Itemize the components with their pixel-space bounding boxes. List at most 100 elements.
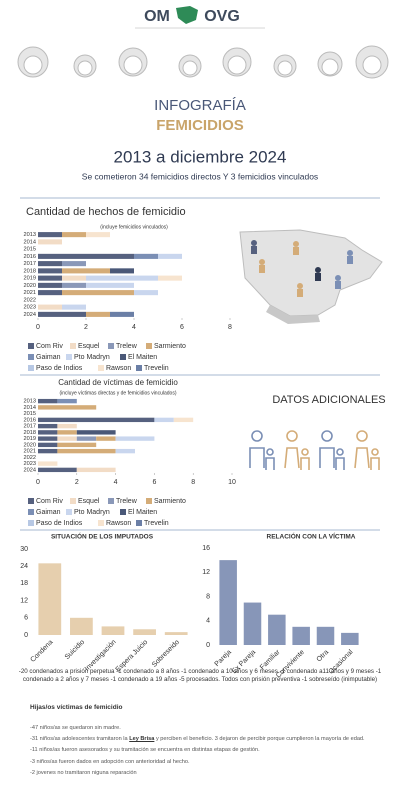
legend-swatch — [108, 343, 114, 349]
bar-segment — [76, 436, 97, 441]
bar-segment — [57, 423, 77, 429]
bar-segment — [57, 436, 77, 441]
bar-segment — [38, 261, 62, 267]
bar-segment — [38, 436, 58, 441]
x-tick-label: 0 — [36, 324, 40, 331]
period: 2013 a diciembre 2024 — [114, 147, 287, 166]
bar-segment — [57, 448, 116, 454]
legend-swatch — [66, 354, 72, 360]
chart-title: RELACIÓN CON LA VÍCTIMA — [267, 532, 356, 541]
bar-segment — [115, 448, 135, 454]
y-tick-label: 0 — [24, 632, 28, 639]
y-tick-label: 24 — [20, 563, 28, 570]
bar-segment — [110, 268, 134, 274]
law-name: Ley Brisa — [129, 736, 155, 743]
map — [239, 229, 383, 324]
legend-swatch — [136, 365, 142, 371]
summary: Se cometieron 34 femicidios directos Y 3… — [82, 171, 318, 181]
children-list: -47 niños/as se quedaron sin madre. -31 n… — [30, 724, 375, 780]
legend-label: El Maiten — [128, 354, 157, 361]
y-tick-label: 2013 — [24, 232, 36, 238]
bar — [38, 563, 62, 635]
legend-swatch — [28, 498, 34, 504]
face — [317, 51, 343, 77]
y-tick-label: 2023 — [24, 305, 36, 311]
legend-label: Pto Madryn — [74, 354, 110, 361]
bar-segment — [62, 268, 110, 274]
legend-label: Sarmiento — [154, 498, 186, 505]
y-tick-label: 30 — [20, 546, 28, 553]
bar-segment — [57, 430, 77, 435]
condenas-text: -20 condenados a prisión perpetua -1 con… — [18, 668, 382, 683]
legend-swatch — [120, 509, 126, 515]
subtitle: FEMICIDIOS — [156, 117, 244, 134]
face — [17, 46, 49, 78]
bar-segment — [38, 423, 58, 429]
bar-segment — [38, 290, 62, 296]
bar-segment — [86, 275, 158, 281]
x-tick-label: 8 — [228, 324, 232, 331]
y-tick-label: 2024 — [24, 467, 36, 473]
y-tick-label: 2022 — [24, 455, 36, 461]
y-tick-label: 2019 — [24, 276, 36, 282]
y-tick-label: 2017 — [24, 261, 36, 267]
list-text: -47 niños/as se quedaron sin madre. — [30, 725, 121, 731]
bar-segment — [76, 467, 116, 473]
bar-segment — [38, 239, 62, 245]
face — [73, 54, 97, 78]
logo-text: OM — [144, 8, 170, 25]
x-tick-label: 8 — [191, 479, 195, 486]
y-tick-label: 2014 — [24, 405, 36, 411]
legend-label: El Maiten — [128, 509, 157, 516]
bar-segment — [38, 253, 134, 259]
bar-segment — [134, 253, 158, 259]
x-tick-label: 6 — [152, 479, 156, 486]
legend-swatch — [70, 498, 76, 504]
faces — [17, 45, 389, 79]
x-tick-label: 6 — [180, 324, 184, 331]
bar-segment — [62, 282, 86, 288]
bar-segment — [38, 461, 58, 466]
bar-segment — [38, 304, 62, 310]
y-tick-label: 2016 — [24, 417, 36, 423]
bar-segment — [96, 436, 116, 441]
bar-segment — [158, 275, 182, 281]
bar-segment — [38, 448, 58, 454]
legend-swatch — [70, 343, 76, 349]
legend-label: Rawson — [106, 520, 131, 527]
section-title: Hijas/os víctimas de femicidio — [30, 704, 123, 711]
bar — [219, 560, 237, 645]
bar — [268, 614, 286, 645]
legend-swatch — [28, 520, 34, 526]
logo: OM OVG — [135, 6, 265, 29]
legend-label: Com Riv — [36, 343, 63, 350]
legend-swatch — [136, 520, 142, 526]
face — [273, 54, 297, 78]
list-item: -31 niños/as adolescentes tramitaron la … — [30, 735, 375, 744]
y-tick-label: 12 — [20, 597, 28, 604]
bar — [101, 626, 125, 635]
legend-swatch — [28, 343, 34, 349]
bar-segment — [62, 304, 86, 310]
y-tick-label: 2014 — [24, 239, 36, 245]
x-tick-label: 0 — [36, 479, 40, 486]
bar — [133, 629, 156, 635]
bar-segment — [115, 436, 155, 441]
legend-swatch — [66, 509, 72, 515]
legend-swatch — [120, 354, 126, 360]
y-tick-label: 8 — [206, 593, 210, 600]
bar — [341, 632, 359, 645]
bar-segment — [38, 268, 62, 274]
bar-segment — [76, 430, 116, 435]
y-tick-label: 2019 — [24, 436, 36, 442]
bar-segment — [38, 467, 77, 473]
bar-segment — [57, 398, 77, 404]
bar-segment — [38, 282, 62, 288]
bar-segment — [62, 261, 86, 267]
y-tick-label: 2015 — [24, 411, 36, 417]
chart-subtitle: (incluye femicidios vinculados) — [100, 224, 168, 230]
face — [355, 45, 389, 79]
legend-swatch — [28, 354, 34, 360]
legend-label: Trelew — [116, 343, 138, 350]
y-tick-label: 12 — [202, 569, 210, 576]
